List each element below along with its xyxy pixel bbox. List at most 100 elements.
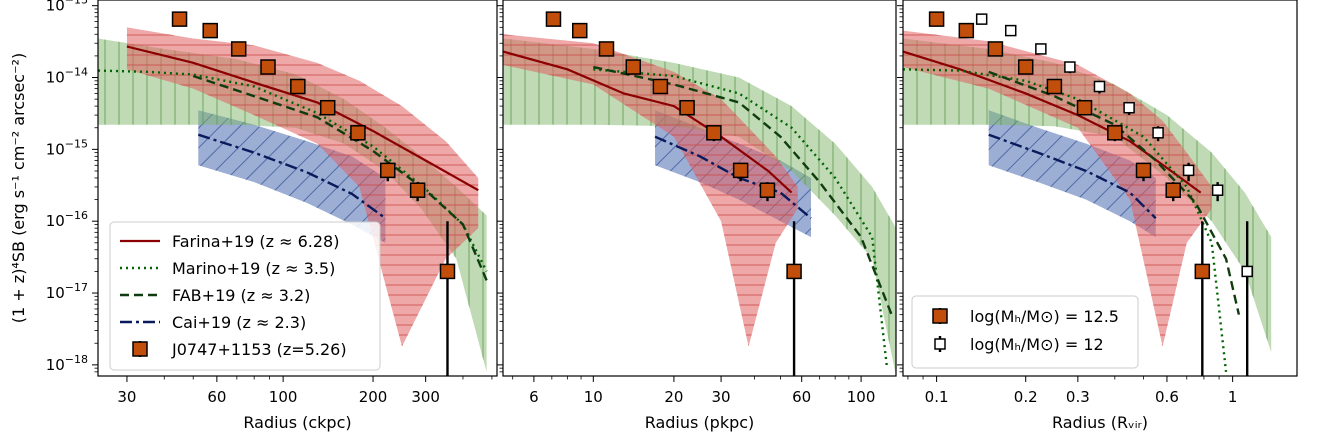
plot-area (503, 11, 896, 376)
data-point-open (1004, 24, 1017, 37)
legend-halo-mass: log(Mₕ/M⊙) = 12.5 log(Mₕ/M⊙) = 12 (911, 295, 1139, 369)
x-tick-label: 0.1 (925, 388, 949, 406)
band-hatch-green (98, 38, 487, 372)
x-tick-label: 60 (207, 388, 226, 406)
data-point-filled (1017, 59, 1034, 75)
data-point-filled (928, 11, 945, 27)
data-point-filled (230, 41, 247, 57)
data-point-filled (987, 41, 1004, 57)
data-point-open (1152, 127, 1164, 139)
data-point-filled (260, 59, 276, 75)
x-tick-label: 0.6 (1155, 388, 1179, 406)
data-point-open (1035, 43, 1047, 55)
data-point-filled (439, 263, 456, 280)
y-tick-label: 10−17 (46, 281, 88, 302)
data-point-open (1123, 101, 1135, 114)
legend-models: Farina+19 (z ≈ 6.28) Marino+19 (z ≈ 3.5) F… (109, 221, 381, 371)
x-axis-title: Radius (pkpc) (645, 413, 755, 432)
x-tick-label: 200 (359, 388, 388, 406)
y-axis-label: (1 + z)⁴SB (erg s⁻¹ cm⁻² arcsec⁻²) (9, 53, 28, 323)
x-tick-label: 30 (117, 388, 136, 406)
legend-label: J0747+1153 (z=5.26) (171, 340, 347, 359)
data-point-filled (1165, 182, 1181, 198)
data-point-filled (732, 162, 749, 179)
y-tick-label: 10−18 (46, 353, 88, 374)
x-tick-label: 6 (529, 388, 539, 406)
data-point-filled (652, 78, 669, 95)
legend-label: log(Mₕ/M⊙) = 12.5 (970, 307, 1119, 326)
data-point-open (1211, 184, 1224, 196)
y-tick-label: 10−16 (46, 209, 88, 230)
band-hatch-blue (198, 110, 386, 243)
data-point-filled (202, 22, 218, 39)
legend-square-marker (132, 341, 148, 357)
x-tick-label: 30 (712, 388, 731, 406)
data-point-filled (958, 22, 975, 39)
data-point-filled (679, 99, 695, 116)
panel-rvir: 0.1 0.2 0.3 0.6 1 Radius (Rᵥᵢᵣ) (897, 0, 1298, 432)
legend-label: log(Mₕ/M⊙) = 12 (970, 335, 1104, 354)
data-point-filled (1135, 162, 1152, 179)
data-point-filled (290, 78, 306, 95)
legend-label: Farina+19 (z ≈ 6.28) (172, 232, 339, 251)
series-line-solid (503, 50, 793, 194)
series-line-dotted (903, 68, 1228, 372)
band-hatch-red (126, 27, 479, 347)
series-line-dashed (192, 74, 488, 281)
data-point-open (1093, 80, 1106, 93)
x-tick-label: 1 (1228, 388, 1238, 406)
band-hatch-red (503, 34, 798, 347)
series-line-dashed (988, 70, 1241, 315)
data-point-filled (171, 11, 188, 27)
data-point-filled (319, 99, 336, 116)
data-point-filled (350, 125, 366, 141)
y-tick-label: 10−15 (46, 137, 88, 158)
data-point-filled (572, 22, 588, 39)
x-axis-title: Radius (Rᵥᵢᵣ) (1052, 413, 1148, 432)
legend-label: FAB+19 (z ≈ 3.2) (172, 286, 310, 305)
data-point-filled (379, 162, 396, 179)
plot-area (903, 11, 1272, 376)
axes-frame (97, 0, 498, 377)
y-tick-label: 10−13 (46, 0, 88, 15)
x-tick-label: 100 (269, 388, 298, 406)
series-line-solid (126, 45, 479, 192)
data-point-filled (786, 263, 802, 280)
data-point-filled (1076, 99, 1093, 116)
plot-area (98, 11, 488, 376)
x-tick-label: 20 (664, 388, 683, 406)
legend-square-filled (932, 308, 948, 324)
series-line-dashdot (197, 133, 387, 220)
x-tick-label: 300 (411, 388, 440, 406)
data-point-filled (545, 11, 562, 27)
band-hatch-green (503, 38, 896, 376)
data-point-filled (625, 59, 642, 75)
legend-label: Marino+19 (z ≈ 3.5) (172, 259, 335, 278)
y-tick-label: 10−14 (46, 66, 88, 87)
data-point-filled (1046, 78, 1063, 95)
data-point-open (1241, 265, 1253, 278)
x-tick-label: 0.2 (1014, 388, 1038, 406)
y-axis-title: (1 + z)⁴SB (erg s⁻¹ cm⁻² arcsec⁻²) (9, 53, 28, 323)
series-line-dashed (593, 65, 893, 316)
data-point-filled (1194, 263, 1211, 280)
data-point-filled (598, 41, 615, 57)
axes-frame (902, 0, 1298, 377)
legend-box (109, 221, 381, 371)
legend-square-open (934, 338, 946, 350)
data-point-open (1064, 61, 1076, 73)
x-tick-label: 60 (792, 388, 811, 406)
series-line-dashdot (988, 133, 1157, 220)
data-point-filled (706, 125, 722, 141)
x-tick-label: 100 (847, 388, 876, 406)
legend-label: Cai+19 (z ≈ 2.3) (172, 313, 306, 332)
legend-box (911, 295, 1139, 369)
data-point-open (975, 13, 988, 25)
panel-ckpc: 30 60 100 200 300 10−13 10−14 10−15 10−16 10−17 10… (46, 0, 498, 432)
band-hatch-blue (988, 110, 1156, 238)
data-point-filled (409, 182, 426, 198)
x-axis-title: Radius (ckpc) (243, 413, 351, 432)
data-point-filled (759, 182, 776, 198)
axes-frame (502, 0, 897, 377)
